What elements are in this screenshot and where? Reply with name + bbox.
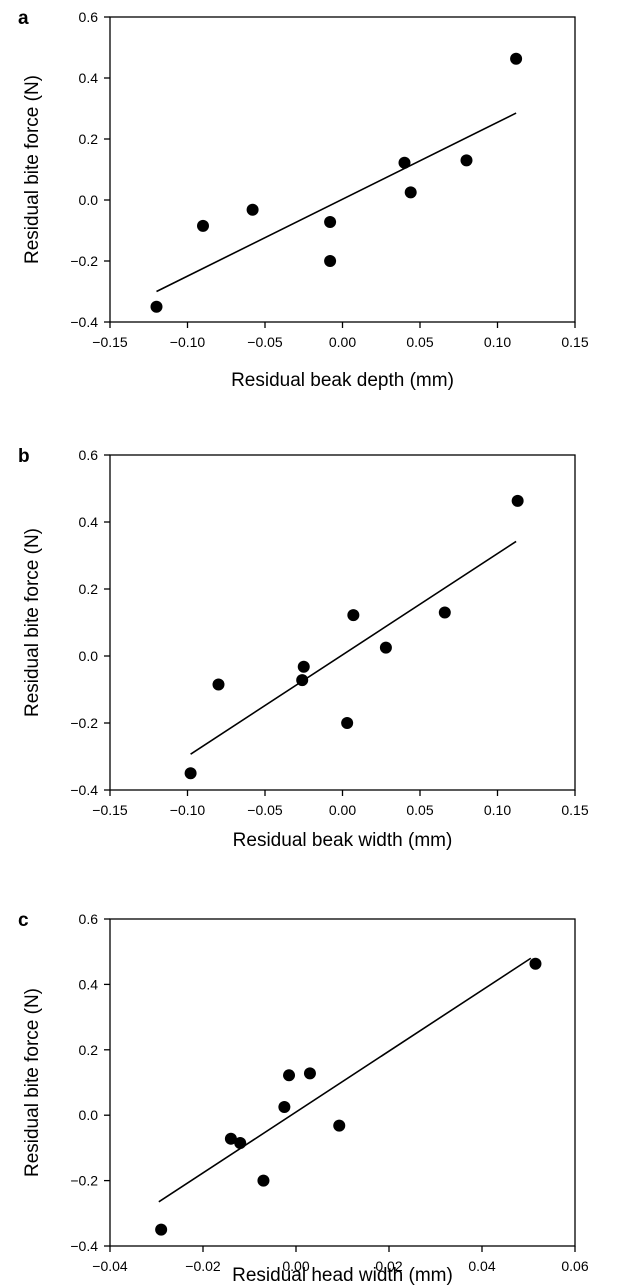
y-tick-label-a-2: 0.0 <box>79 192 99 208</box>
y-tick-label-b-2: 0.0 <box>79 648 99 664</box>
data-point-b-3 <box>296 674 309 687</box>
data-point-c-5 <box>283 1069 296 1082</box>
data-point-c-2 <box>234 1136 247 1149</box>
y-tick-label-c-4: 0.4 <box>79 976 99 992</box>
x-tick-label-b-6: 0.15 <box>561 802 588 818</box>
data-point-a-4 <box>324 255 337 267</box>
y-tick-label-a-4: 0.4 <box>79 70 99 86</box>
x-tick-label-a-4: 0.05 <box>406 334 433 350</box>
x-tick-label-a-1: −0.10 <box>170 334 206 350</box>
y-tick-label-a-5: 0.6 <box>79 9 99 25</box>
x-tick-label-a-0: −0.15 <box>92 334 128 350</box>
x-tick-label-c-4: 0.04 <box>468 1258 495 1274</box>
data-point-b-7 <box>438 606 451 619</box>
x-axis-title-a: Residual beak depth (mm) <box>231 370 454 391</box>
plot-frame-c <box>109 918 576 1247</box>
data-point-c-3 <box>257 1174 270 1187</box>
panel-a: a −0.15 −0.10 −0.05 0.00 0.05 0.10 0.15 −0.4 −0.2… <box>18 8 589 391</box>
panel-c: c −0.04 −0.02 0.00 0.02 0.04 0.06 −0.4 −0.2 0.0 0.… <box>18 910 589 1286</box>
y-tick-label-c-2: 0.0 <box>79 1107 99 1123</box>
trend-line-a <box>156 112 517 293</box>
y-axis-title-c: Residual bite force (N) <box>22 988 43 1177</box>
plot-frame-b <box>109 454 576 791</box>
x-tick-label-c-5: 0.06 <box>561 1258 588 1274</box>
trend-line-b <box>190 540 517 755</box>
y-tick-label-b-4: 0.4 <box>79 514 99 530</box>
x-tick-label-a-5: 0.10 <box>484 334 511 350</box>
x-tick-label-a-3: 0.00 <box>329 334 356 350</box>
x-tick-label-c-3: 0.02 <box>375 1258 402 1274</box>
data-point-b-0 <box>184 767 197 780</box>
y-tick-label-a-1: −0.2 <box>70 253 98 269</box>
x-axis-title-c: Residual head width (mm) <box>232 1265 453 1286</box>
y-tick-label-c-0: −0.4 <box>70 1238 98 1254</box>
y-tick-label-a-3: 0.2 <box>79 131 99 147</box>
data-point-b-2 <box>297 660 310 673</box>
data-point-a-2 <box>246 203 259 216</box>
data-point-b-4 <box>341 717 354 729</box>
data-point-b-1 <box>212 678 225 691</box>
data-point-a-5 <box>398 156 411 169</box>
data-point-c-8 <box>529 957 542 970</box>
data-point-c-1 <box>224 1132 237 1145</box>
x-tick-label-b-4: 0.05 <box>406 802 433 818</box>
data-point-b-5 <box>347 609 360 622</box>
x-axis-title-b: Residual beak width (mm) <box>233 830 453 851</box>
data-point-c-4 <box>278 1101 291 1114</box>
data-point-a-3 <box>324 215 337 228</box>
data-point-b-8 <box>511 494 524 507</box>
data-point-c-6 <box>303 1067 316 1080</box>
data-point-a-8 <box>510 52 523 65</box>
data-point-a-7 <box>460 154 473 167</box>
x-tick-label-b-1: −0.10 <box>170 802 206 818</box>
panel-label-a: a <box>18 8 29 29</box>
x-tick-label-a-2: −0.05 <box>247 334 283 350</box>
y-tick-label-c-1: −0.2 <box>70 1173 98 1189</box>
plot-frame-a <box>109 16 576 323</box>
y-axis-title-a: Residual bite force (N) <box>22 75 43 264</box>
x-tick-label-b-2: −0.05 <box>247 802 283 818</box>
y-tick-label-c-3: 0.2 <box>79 1042 99 1058</box>
y-axis-title-b: Residual bite force (N) <box>22 528 43 717</box>
panel-b: b −0.15 −0.10 −0.05 0.00 0.05 0.10 0.15 −0.4 −0.2… <box>18 446 589 851</box>
y-tick-label-a-0: −0.4 <box>70 314 98 330</box>
x-tick-label-c-1: −0.02 <box>185 1258 221 1274</box>
data-point-c-0 <box>155 1223 168 1236</box>
data-point-b-6 <box>379 641 392 654</box>
x-tick-label-b-5: 0.10 <box>484 802 511 818</box>
panel-label-b: b <box>18 446 30 467</box>
y-tick-label-c-5: 0.6 <box>79 911 99 927</box>
x-tick-label-c-0: −0.04 <box>92 1258 128 1274</box>
trend-line-c <box>158 957 532 1203</box>
x-tick-label-a-6: 0.15 <box>561 334 588 350</box>
data-point-a-6 <box>404 186 417 199</box>
data-point-c-7 <box>333 1119 346 1132</box>
y-tick-label-b-3: 0.2 <box>79 581 99 597</box>
data-point-a-1 <box>197 219 209 232</box>
x-tick-label-c-2: 0.00 <box>282 1258 309 1274</box>
y-tick-label-b-0: −0.4 <box>70 782 98 798</box>
x-tick-label-b-0: −0.15 <box>92 802 128 818</box>
y-tick-label-b-1: −0.2 <box>70 715 98 731</box>
x-tick-label-b-3: 0.00 <box>329 802 356 818</box>
y-tick-label-b-5: 0.6 <box>79 447 99 463</box>
panel-label-c: c <box>18 910 29 931</box>
data-point-a-0 <box>150 300 163 313</box>
